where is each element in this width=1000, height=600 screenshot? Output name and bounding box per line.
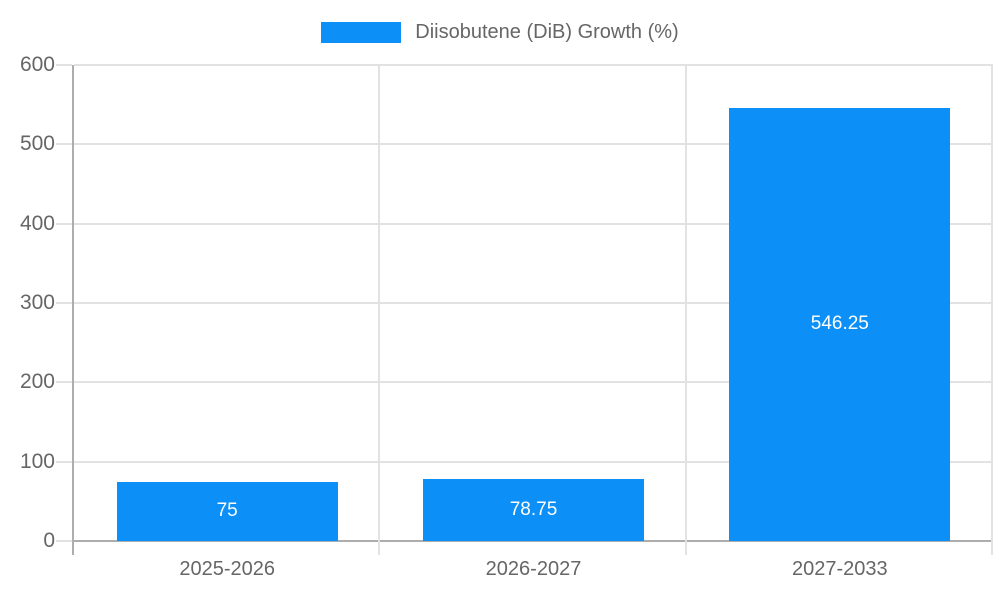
y-tick-label-0: 0: [43, 529, 55, 552]
y-tick-100: [56, 460, 72, 463]
legend-label: Diisobutene (DiB) Growth (%): [415, 20, 679, 43]
bar-2027-2033[interactable]: 546.25: [729, 107, 951, 541]
h-gridline-400: [74, 222, 993, 225]
plot-area: 75 78.75 546.25: [56, 64, 993, 555]
y-tick-0: [56, 540, 72, 542]
x-tick-1: [378, 541, 381, 555]
y-tick-label-600: 600: [19, 53, 55, 76]
h-gridline-100: [74, 460, 993, 463]
bar-2025-2026[interactable]: 75: [116, 481, 338, 541]
plot-right-border: [991, 65, 993, 541]
h-gridline-600: [74, 64, 993, 66]
y-tick-label-300: 300: [19, 291, 55, 314]
bar-value-label: 546.25: [810, 313, 869, 335]
legend-swatch: [321, 21, 402, 43]
y-axis-line: [72, 65, 74, 555]
bar-value-label: 75: [216, 500, 238, 522]
y-tick-label-200: 200: [19, 370, 55, 394]
y-tick-500: [56, 143, 72, 146]
x-tick-label-2025-2026: 2025-2026: [179, 558, 275, 580]
x-tick-3: [991, 541, 993, 555]
legend-item[interactable]: Diisobutene (DiB) Growth (%): [0, 12, 1000, 52]
y-tick-label-100: 100: [19, 449, 55, 473]
h-gridline-300: [74, 302, 993, 304]
y-tick-600: [56, 64, 72, 66]
bar-2026-2027[interactable]: 78.75: [423, 478, 644, 541]
y-tick-label-500: 500: [19, 132, 55, 156]
y-tick-300: [56, 302, 72, 304]
y-tick-200: [56, 381, 72, 384]
x-tick-label-2027-2033: 2027-2033: [792, 558, 888, 580]
v-gridline-2: [684, 65, 687, 541]
v-gridline-1: [378, 65, 381, 541]
x-tick-label-2026-2027: 2026-2027: [485, 558, 582, 580]
x-axis-line: [74, 540, 993, 542]
y-tick-label-400: 400: [19, 211, 55, 235]
h-gridline-200: [74, 381, 993, 384]
x-tick-2: [684, 541, 687, 555]
h-gridline-500: [74, 143, 993, 146]
y-tick-400: [56, 222, 72, 225]
bar-value-label: 78.75: [509, 498, 558, 520]
